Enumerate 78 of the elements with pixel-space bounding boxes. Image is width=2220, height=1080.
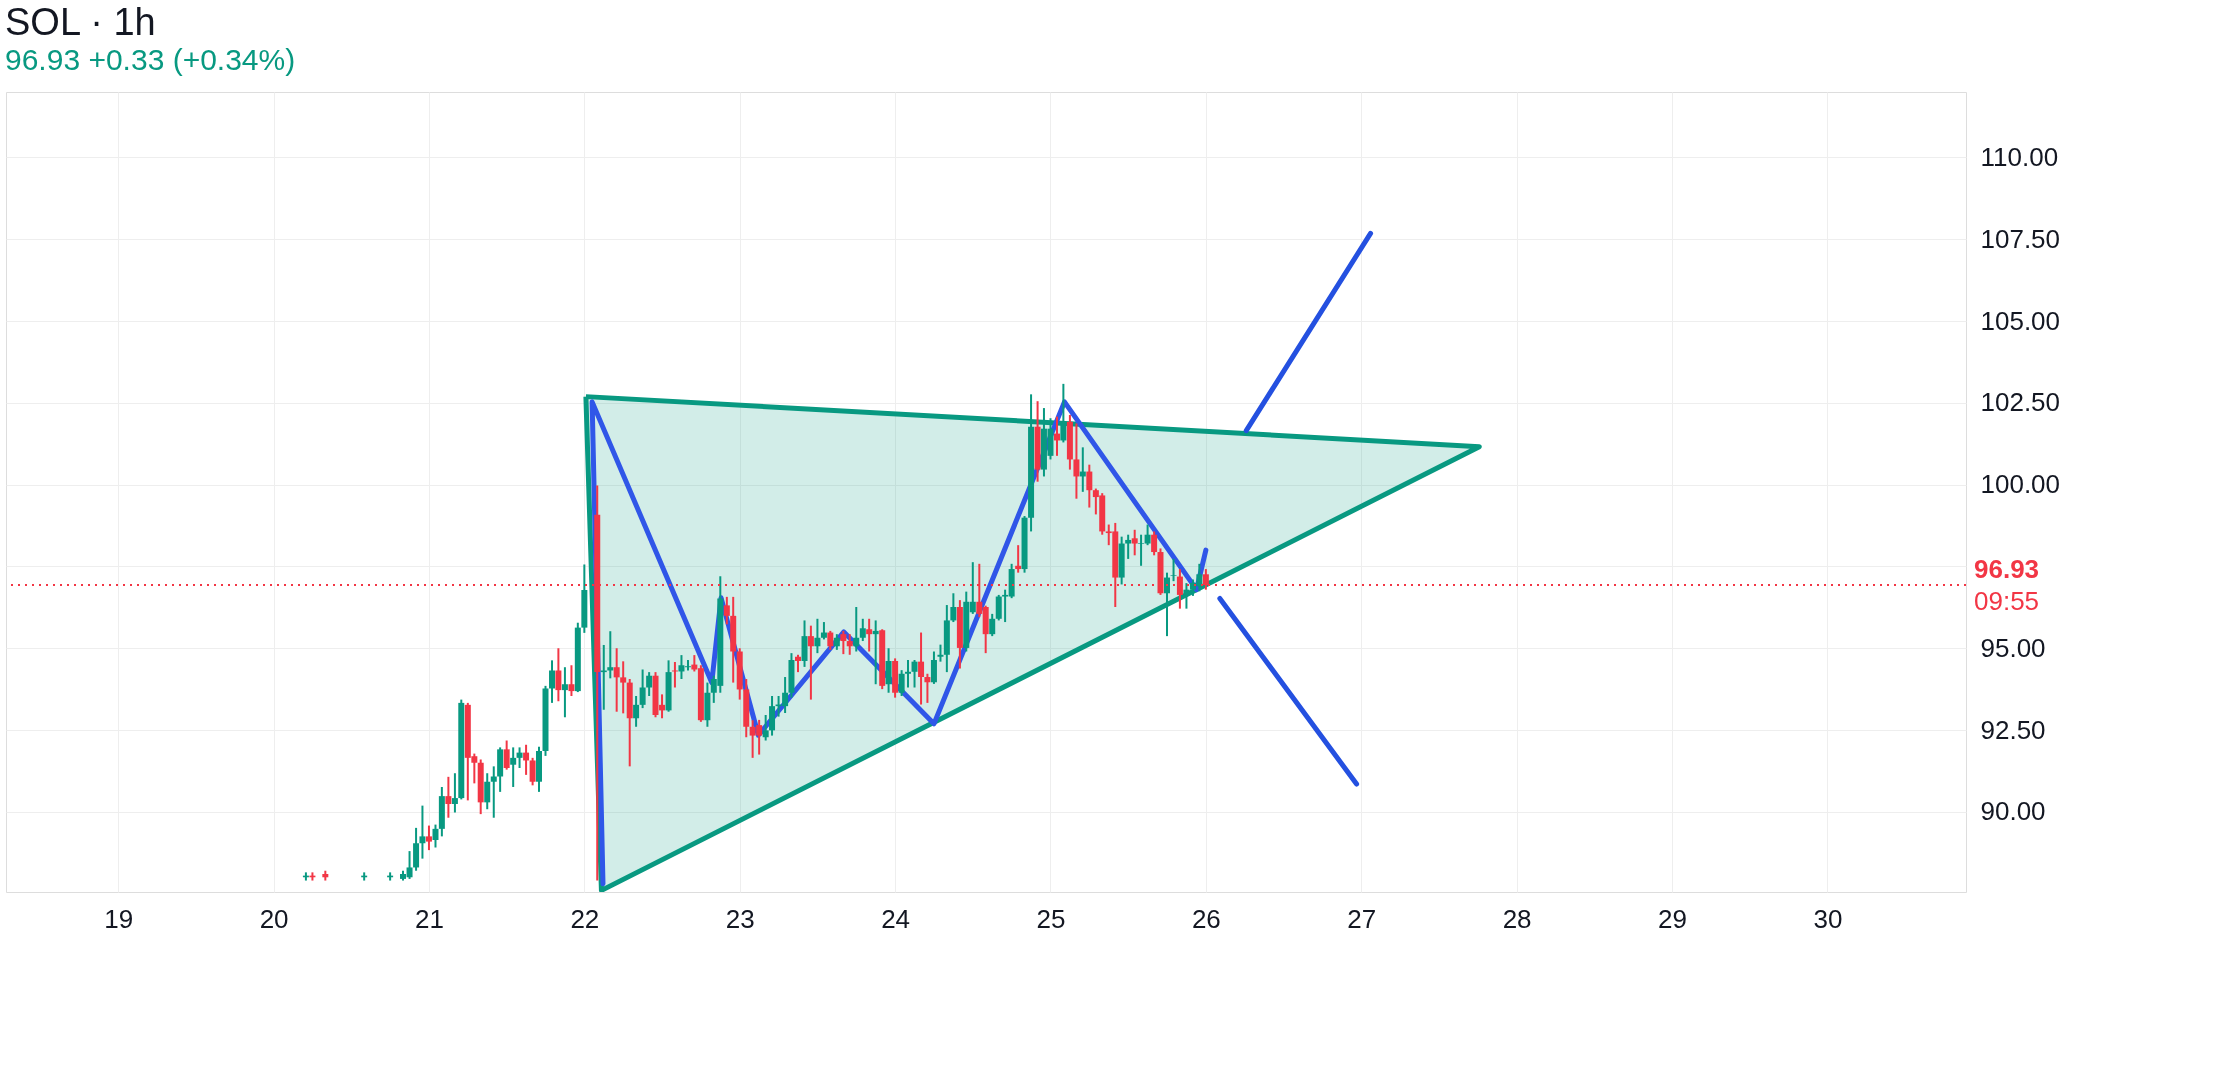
- chart-subtitle: 96.93 +0.33 (+0.34%): [5, 43, 296, 76]
- y-tick-label: 102.50: [1980, 387, 2061, 418]
- candlestick: [1183, 582, 1190, 610]
- candlestick: [1015, 544, 1022, 574]
- candlestick: [639, 668, 646, 710]
- x-tick-label: 19: [104, 903, 134, 934]
- x-tick-label: 22: [570, 903, 600, 934]
- candlestick: [846, 633, 853, 656]
- candlestick: [762, 713, 769, 742]
- candlestick: [840, 629, 847, 656]
- x-tick-label: 26: [1191, 903, 1221, 934]
- candlestick: [516, 746, 523, 769]
- x-tick-label: 28: [1502, 903, 1532, 934]
- chart-title: SOL · 1h: [5, 1, 156, 43]
- x-tick-label: 20: [259, 903, 289, 934]
- candlestick: [568, 664, 575, 698]
- x-tick-label: 24: [881, 903, 911, 934]
- y-tick-label: 90.00: [1980, 796, 2046, 827]
- candlestick: [995, 593, 1002, 622]
- y-tick-label: 100.00: [1980, 469, 2061, 500]
- x-tick-label: 30: [1813, 903, 1843, 934]
- candlestick: [1164, 571, 1171, 638]
- x-tick-label: 23: [725, 903, 755, 934]
- candlestick: [930, 650, 937, 685]
- candlestick: [445, 775, 452, 819]
- candlestick: [1151, 530, 1158, 557]
- candlestick: [503, 739, 510, 771]
- candlestick: [924, 672, 931, 704]
- y-tick-label: 105.00: [1980, 305, 2061, 336]
- candlestick: [432, 823, 439, 849]
- candlestick: [671, 660, 678, 689]
- x-tick-label: 29: [1658, 903, 1687, 934]
- candlestick: [905, 659, 911, 689]
- candlestick: [911, 659, 918, 689]
- candlestick: [451, 772, 458, 814]
- candlestick: [549, 659, 556, 704]
- candlestick: [613, 647, 620, 713]
- y-tick-label: 92.50: [1980, 714, 2046, 745]
- candlestick: [1131, 528, 1138, 557]
- candlestick: [646, 671, 653, 698]
- ref-line-label: 96.93: [1974, 554, 2040, 585]
- candlestick: [490, 765, 497, 819]
- candlestick: [529, 756, 536, 787]
- candlestick: [484, 772, 491, 811]
- x-tick-label: 25: [1036, 903, 1066, 934]
- text: 09:55: [1974, 586, 2040, 617]
- candlestick: [600, 643, 607, 711]
- candlestick: [555, 647, 562, 703]
- candlestick: [1170, 557, 1177, 583]
- candlestick: [1073, 422, 1080, 500]
- x-tick-label: 21: [415, 903, 444, 934]
- y-tick-label: 110.00: [1980, 141, 2059, 172]
- x-tick-label: 27: [1347, 903, 1377, 934]
- candlestick: [814, 617, 821, 655]
- candlestick: [885, 647, 892, 694]
- candlestick: [607, 630, 614, 680]
- candlestick: [1125, 533, 1132, 560]
- candlestick: [859, 617, 866, 643]
- y-tick-label: 107.50: [1980, 223, 2061, 254]
- candlestick: [950, 592, 957, 624]
- candlestick: [918, 631, 925, 706]
- candlestick: [872, 619, 879, 686]
- candlestick: [807, 624, 814, 701]
- candlestick: [1086, 463, 1093, 509]
- candlestick: [561, 666, 568, 719]
- candlestick: [425, 824, 432, 852]
- candlestick: [723, 595, 730, 626]
- candlestick: [510, 746, 517, 788]
- candlestick: [1060, 382, 1067, 444]
- candlestick: [866, 617, 873, 653]
- candlestick: [827, 629, 834, 651]
- y-tick-label: 95.00: [1980, 632, 2046, 663]
- candlestick: [633, 695, 640, 728]
- candlestick: [419, 804, 426, 860]
- candlestick: [898, 669, 905, 698]
- candlestick: [620, 660, 627, 715]
- candlestick: [853, 606, 860, 653]
- candlestick: [989, 612, 996, 638]
